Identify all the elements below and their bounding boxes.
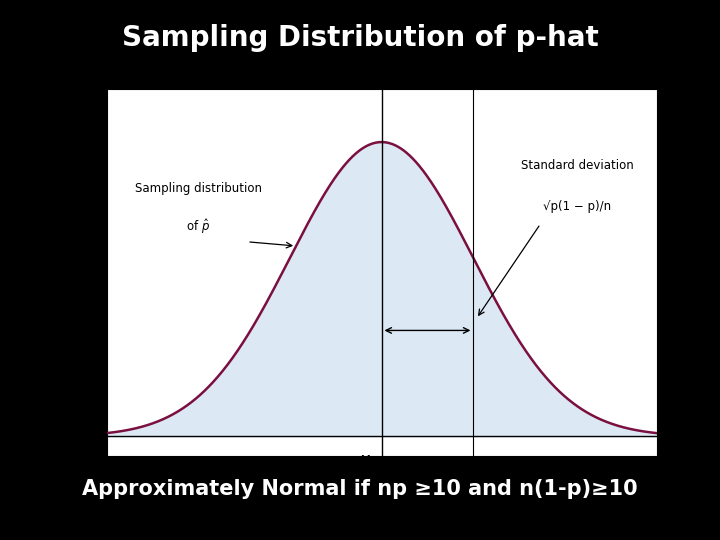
Text: of $\hat{p}$: of $\hat{p}$ [186,217,210,237]
Text: Sampling distribution: Sampling distribution [135,182,262,195]
Text: Approximately Normal if np ≥10 and n(1-p)≥10: Approximately Normal if np ≥10 and n(1-p… [82,478,638,499]
Text: Mean p: Mean p [360,454,403,467]
Text: Sampling Distribution of p-hat: Sampling Distribution of p-hat [122,24,598,52]
Text: √p(1 − p)/n: √p(1 − p)/n [543,200,611,213]
Text: Standard deviation: Standard deviation [521,159,634,172]
